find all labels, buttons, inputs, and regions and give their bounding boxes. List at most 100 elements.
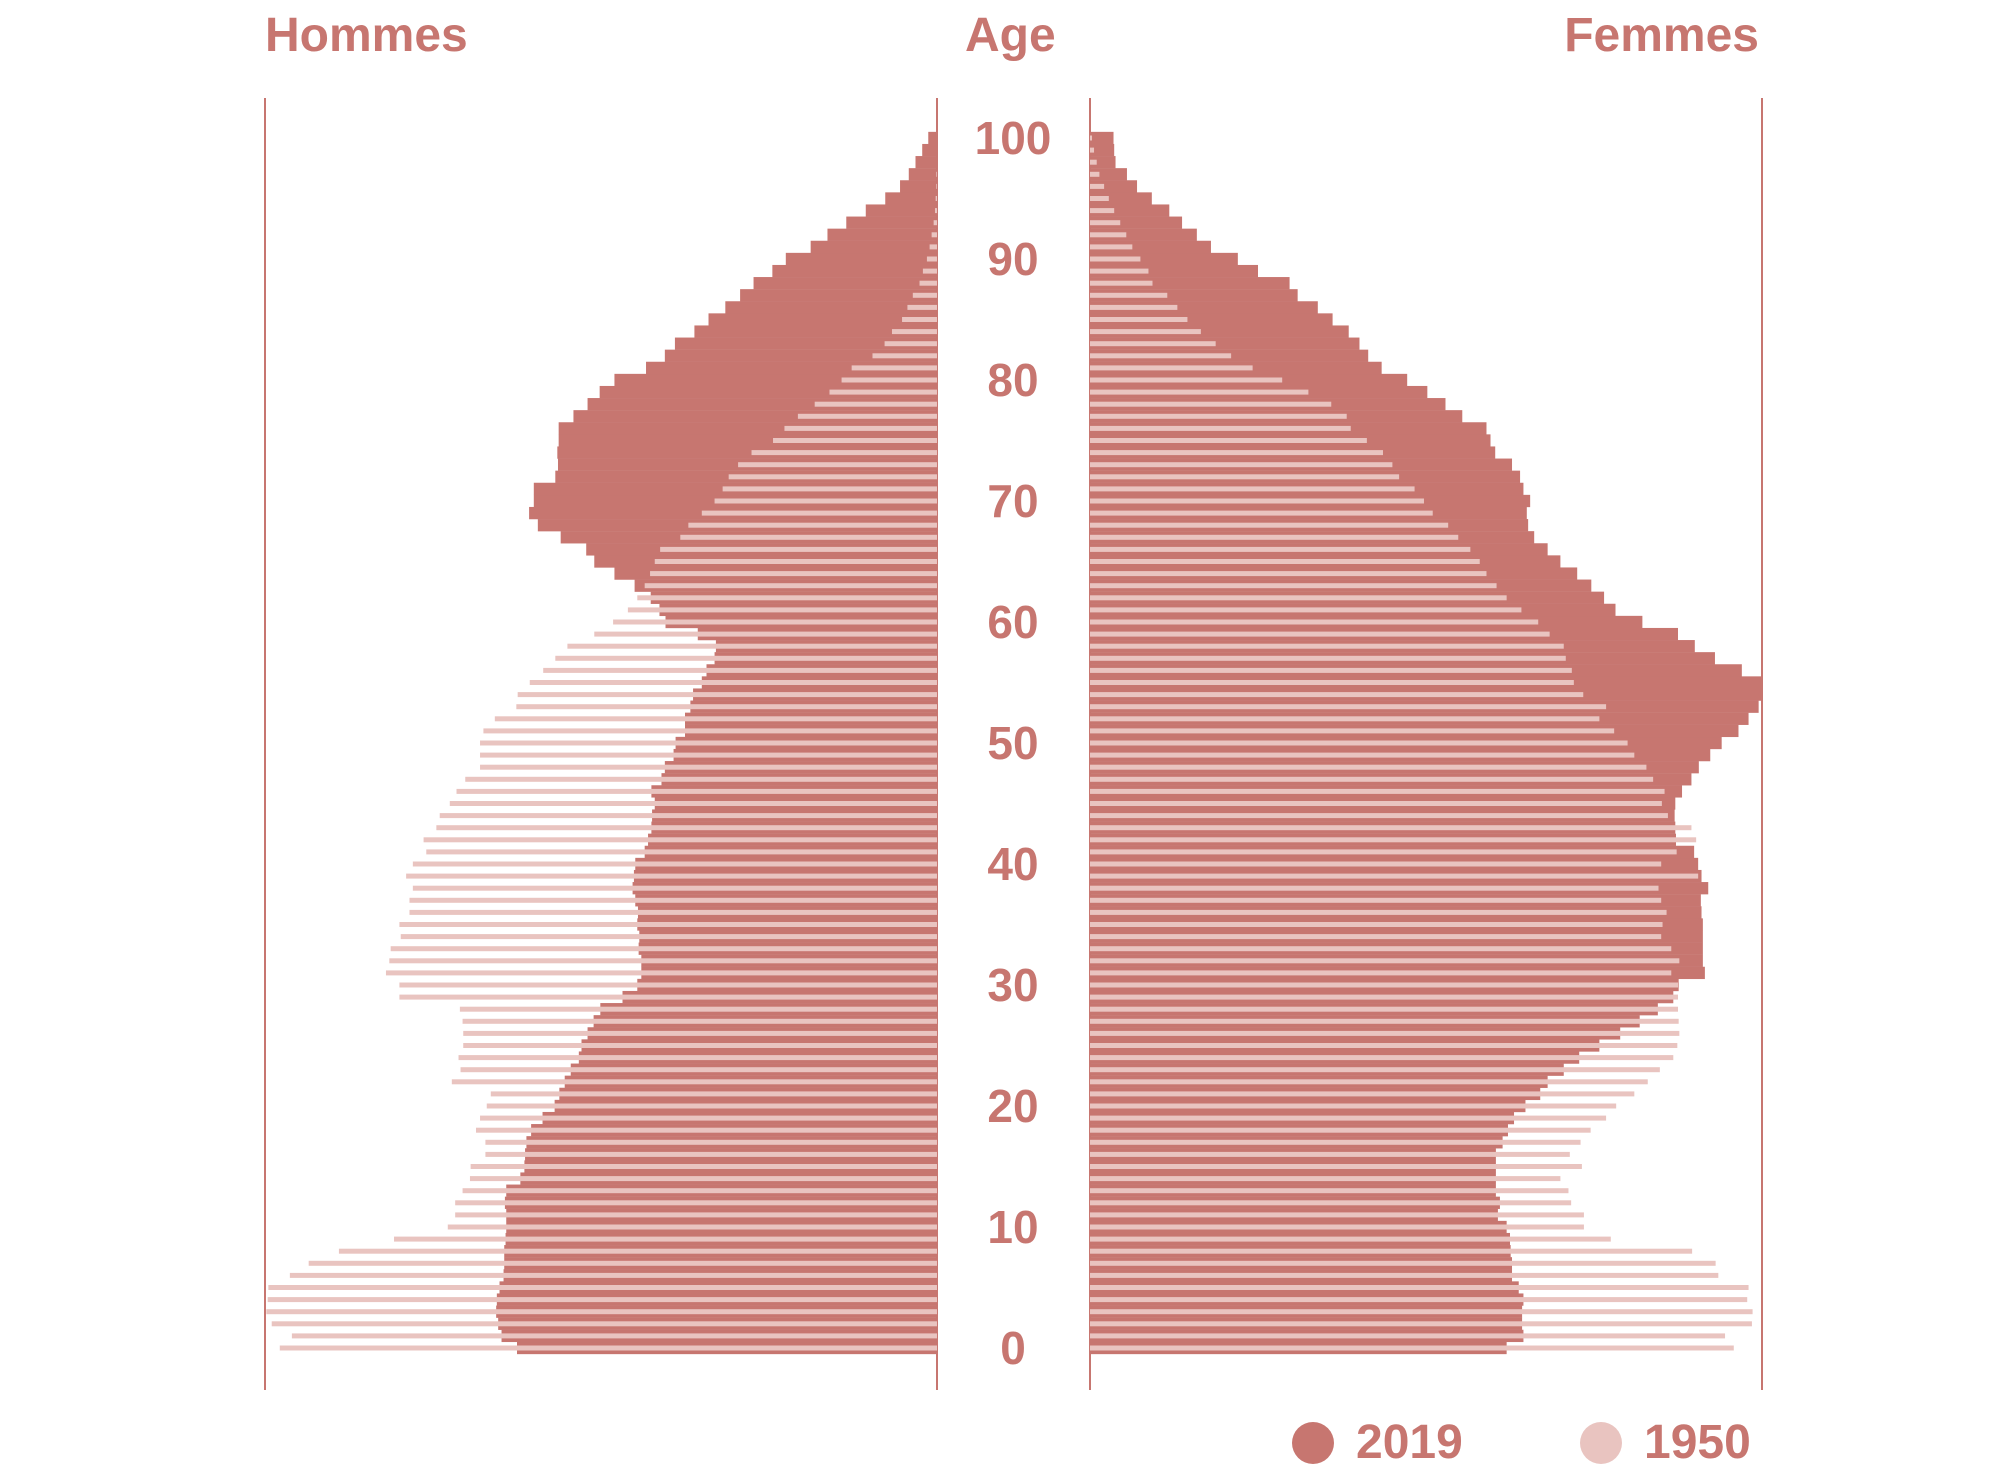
- bar-1950-women-age-11: [1090, 1212, 1584, 1218]
- bar-1950-women-age-43: [1090, 825, 1692, 831]
- bar-2019-men-age-85: [708, 313, 937, 326]
- bar-1950-women-age-89: [1090, 268, 1149, 274]
- bar-1950-women-age-36: [1090, 909, 1667, 915]
- bar-1950-men-age-68: [688, 522, 937, 528]
- bar-2019-men-age-80: [614, 373, 937, 387]
- bar-2019-men-age-99: [922, 143, 937, 157]
- bar-2019-men-age-90: [785, 252, 937, 266]
- bar-1950-men-age-43: [436, 825, 937, 831]
- bar-1950-women-age-10: [1090, 1224, 1584, 1230]
- bar-2019-women-age-83: [1090, 337, 1360, 350]
- bar-1950-men-age-74: [751, 450, 937, 456]
- bar-1950-women-age-92: [1090, 232, 1127, 238]
- bar-1950-men-age-94: [934, 208, 937, 214]
- bar-1950-men-age-50: [480, 740, 937, 746]
- bar-2019-women-age-91: [1090, 240, 1211, 254]
- bar-1950-women-age-86: [1090, 304, 1178, 310]
- bar-1950-women-age-40: [1090, 861, 1662, 867]
- bar-1950-men-age-20: [486, 1103, 937, 1109]
- bar-1950-men-age-11: [455, 1212, 937, 1218]
- bar-1950-women-age-87: [1090, 292, 1168, 298]
- bar-2019-men-age-83: [674, 337, 937, 350]
- bar-1950-men-age-28: [459, 1006, 937, 1012]
- bar-1950-women-age-51: [1090, 728, 1615, 734]
- women-header: Femmes: [1564, 9, 1759, 62]
- bar-1950-women-age-34: [1090, 934, 1662, 940]
- bar-1950-women-age-52: [1090, 716, 1600, 722]
- bar-1950-men-age-12: [455, 1200, 937, 1206]
- bar-2019-women-age-95: [1090, 192, 1152, 205]
- bar-1950-women-age-41: [1090, 849, 1677, 855]
- bar-1950-women-age-78: [1090, 401, 1332, 407]
- bar-1950-men-age-13: [462, 1188, 937, 1194]
- bar-1950-men-age-14: [469, 1176, 937, 1182]
- bar-1950-women-age-8: [1090, 1248, 1693, 1254]
- bar-1950-women-age-37: [1090, 897, 1662, 903]
- bar-1950-women-age-50: [1090, 740, 1628, 746]
- bar-1950-women-age-79: [1090, 389, 1309, 395]
- legend-swatch-1950: [1580, 1421, 1622, 1464]
- bar-2019-men-age-87: [740, 289, 937, 302]
- bar-1950-women-age-70: [1090, 498, 1424, 504]
- bar-2019-men-age-92: [827, 228, 937, 241]
- bar-1950-men-age-65: [654, 559, 937, 564]
- bar-2019-women-age-90: [1090, 252, 1238, 266]
- bar-2019-men-age-97: [908, 168, 937, 181]
- bar-1950-men-age-62: [637, 595, 937, 601]
- bar-1950-women-age-23: [1090, 1067, 1660, 1073]
- bar-1950-women-age-93: [1090, 220, 1121, 226]
- bar-2019-men-age-74: [557, 446, 937, 459]
- bar-1950-women-age-3: [1090, 1309, 1753, 1315]
- bar-1950-women-age-59: [1090, 631, 1550, 637]
- bar-1950-men-age-22: [451, 1079, 937, 1085]
- bar-2019-women-age-86: [1090, 301, 1318, 314]
- bar-1950-women-age-13: [1090, 1188, 1569, 1194]
- bar-1950-men-age-85: [902, 317, 937, 322]
- bar-1950-women-age-21: [1090, 1091, 1635, 1097]
- bar-2019-men-age-93: [846, 216, 937, 229]
- bar-2019-women-age-85: [1090, 313, 1333, 326]
- bar-1950-men-age-48: [480, 764, 937, 770]
- bar-1950-men-age-6: [289, 1272, 937, 1278]
- bar-1950-men-age-78: [814, 401, 937, 407]
- bar-2019-men-age-95: [885, 192, 937, 205]
- bar-2019-men-age-94: [865, 204, 937, 217]
- bar-1950-women-age-84: [1090, 329, 1201, 335]
- age-tick-50: 50: [987, 717, 1038, 769]
- bar-2019-women-age-89: [1090, 264, 1258, 278]
- bar-1950-men-age-15: [470, 1164, 937, 1169]
- bar-1950-women-age-62: [1090, 595, 1507, 601]
- bar-1950-men-age-37: [409, 897, 938, 903]
- bar-1950-women-age-64: [1090, 571, 1487, 577]
- bar-1950-women-age-94: [1090, 208, 1115, 214]
- bar-1950-women-age-55: [1090, 680, 1574, 685]
- bar-1950-women-age-90: [1090, 256, 1141, 262]
- bar-1950-women-age-27: [1090, 1018, 1679, 1024]
- bar-1950-women-age-77: [1090, 413, 1347, 419]
- bar-1950-women-age-61: [1090, 607, 1522, 613]
- bar-1950-men-age-82: [872, 353, 937, 359]
- bar-1950-women-age-80: [1090, 377, 1283, 383]
- bar-2019-women-age-98: [1090, 156, 1116, 169]
- bar-1950-men-age-77: [797, 413, 937, 419]
- bar-2019-men-age-89: [772, 264, 937, 278]
- bar-1950-women-age-46: [1090, 788, 1665, 794]
- bar-1950-men-age-31: [385, 970, 938, 976]
- bar-1950-women-age-69: [1090, 510, 1433, 516]
- legend-item-1950: 1950: [1580, 1415, 1751, 1470]
- bar-1950-women-age-60: [1090, 619, 1539, 625]
- bar-1950-women-age-6: [1090, 1272, 1719, 1278]
- bar-2019-women-age-99: [1090, 143, 1115, 157]
- age-tick-40: 40: [987, 838, 1038, 890]
- bar-1950-men-age-58: [567, 643, 937, 649]
- bar-1950-men-age-4: [267, 1297, 937, 1303]
- bar-1950-women-age-5: [1090, 1285, 1749, 1290]
- bar-1950-men-age-69: [701, 510, 937, 516]
- bar-1950-women-age-83: [1090, 341, 1216, 347]
- bar-1950-women-age-96: [1090, 183, 1105, 189]
- bar-1950-women-age-67: [1090, 534, 1459, 540]
- bar-1950-women-age-29: [1090, 994, 1678, 1000]
- bar-1950-men-age-67: [680, 534, 937, 540]
- age-tick-90: 90: [987, 233, 1038, 285]
- bar-1950-women-age-2: [1090, 1321, 1752, 1327]
